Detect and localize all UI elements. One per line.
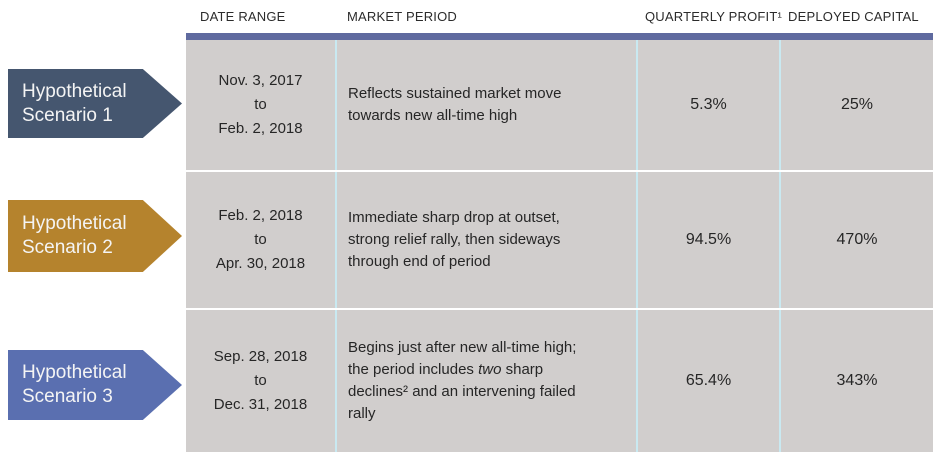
table-row: Sep. 28, 2018 to Dec. 31, 2018 Begins ju…	[186, 308, 933, 452]
scenario-comparison-table: Nov. 3, 2017 to Feb. 2, 2018 Reflects su…	[186, 33, 933, 452]
column-header-date-range: DATE RANGE	[200, 9, 286, 24]
date-end: Feb. 2, 2018	[218, 120, 303, 137]
scenario-1-label-line2: Scenario 1	[22, 104, 113, 126]
market-period-pre: Reflects sustained market move towards n…	[348, 85, 562, 124]
date-start: Nov. 3, 2017	[218, 72, 303, 89]
market-period-text: Reflects sustained market move towards n…	[348, 83, 596, 127]
market-period-cell: Immediate sharp drop at outset, strong r…	[337, 172, 638, 308]
quarterly-profit-cell: 65.4%	[638, 310, 781, 452]
scenario-3-arrow: Hypothetical Scenario 3	[8, 350, 182, 420]
scenario-2-arrow: Hypothetical Scenario 2	[8, 200, 182, 272]
deployed-capital-cell: 343%	[781, 310, 933, 452]
market-period-text: Immediate sharp drop at outset, strong r…	[348, 207, 596, 273]
market-period-em: two	[478, 361, 502, 378]
deployed-capital-value: 343%	[836, 372, 878, 389]
date-connector: to	[254, 372, 267, 389]
table-row: Nov. 3, 2017 to Feb. 2, 2018 Reflects su…	[186, 40, 933, 170]
market-period-cell: Begins just after new all-time high; the…	[337, 310, 638, 452]
scenario-3-label-line1: Hypothetical	[22, 362, 127, 383]
table-top-border	[186, 33, 933, 40]
date-start: Feb. 2, 2018	[218, 207, 303, 224]
market-period-text: Begins just after new all-time high; the…	[348, 337, 596, 425]
market-period-post: sharp declines² and an intervening faile…	[348, 361, 576, 422]
date-connector: to	[254, 231, 267, 248]
market-period-pre: Begins just after new all-time high; the…	[348, 339, 577, 378]
date-range-cell: Feb. 2, 2018 to Apr. 30, 2018	[186, 172, 337, 308]
quarterly-profit-cell: 5.3%	[638, 40, 781, 170]
quarterly-profit-value: 94.5%	[685, 231, 732, 248]
scenario-3-label-line2: Scenario 3	[22, 386, 113, 407]
deployed-capital-cell: 25%	[781, 40, 933, 170]
date-end: Dec. 31, 2018	[213, 396, 308, 413]
deployed-capital-cell: 470%	[781, 172, 933, 308]
scenario-2-label-line2: Scenario 2	[22, 237, 113, 258]
column-header-deployed-capital: DEPLOYED CAPITAL	[788, 9, 919, 24]
column-header-quarterly-profit: QUARTERLY PROFIT¹	[645, 9, 783, 24]
date-start: Sep. 28, 2018	[213, 348, 308, 365]
market-period-pre: Immediate sharp drop at outset, strong r…	[348, 209, 561, 270]
date-end: Apr. 30, 2018	[215, 255, 306, 272]
date-range-cell: Nov. 3, 2017 to Feb. 2, 2018	[186, 40, 337, 170]
column-header-market-period: MARKET PERIOD	[347, 9, 457, 24]
quarterly-profit-value: 5.3%	[690, 96, 727, 113]
quarterly-profit-value: 65.4%	[685, 372, 732, 389]
market-period-cell: Reflects sustained market move towards n…	[337, 40, 638, 170]
scenario-1-label-line1: Hypothetical	[22, 80, 127, 102]
deployed-capital-value: 25%	[840, 96, 874, 113]
scenario-2-label-line1: Hypothetical	[22, 213, 127, 234]
quarterly-profit-cell: 94.5%	[638, 172, 781, 308]
date-connector: to	[254, 96, 267, 113]
scenario-1-arrow: Hypothetical Scenario 1	[8, 69, 182, 138]
deployed-capital-value: 470%	[836, 231, 878, 248]
table-row: Feb. 2, 2018 to Apr. 30, 2018 Immediate …	[186, 170, 933, 308]
date-range-cell: Sep. 28, 2018 to Dec. 31, 2018	[186, 310, 337, 452]
